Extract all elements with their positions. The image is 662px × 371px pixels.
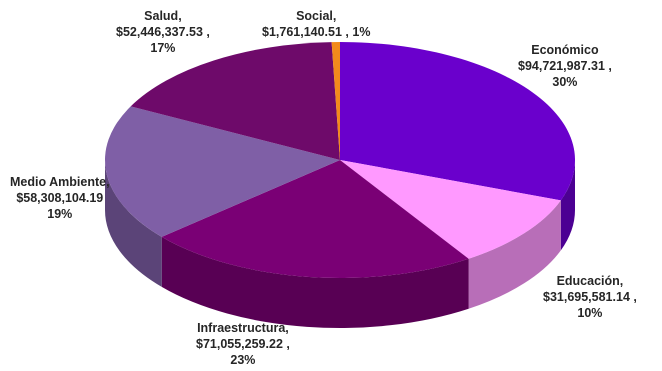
label-economico-percent: 30% [552, 75, 578, 89]
slice-economico [340, 41, 576, 201]
label-salud: Salud, $52,446,337.53 , 17% [116, 8, 210, 56]
pie-3d-sides [105, 160, 575, 328]
label-medio-ambiente-amount: $58,308,104.19 [16, 191, 104, 205]
slice-side-infraestructura [161, 236, 469, 328]
label-infraestructura-amount: $71,055,259.22 , [196, 337, 290, 351]
label-salud-percent: 17% [150, 41, 176, 55]
slice-side-economico [560, 160, 575, 251]
label-educacion-amount: $31,695,581.14 , [543, 290, 637, 304]
slice-educacion [340, 160, 561, 259]
label-educacion: Educación, $31,695,581.14 , 10% [543, 273, 637, 321]
slice-medio-ambiente [104, 106, 341, 237]
label-economico: Económico $94,721,987.31 , 30% [518, 42, 612, 90]
slice-social [331, 42, 340, 160]
label-economico-name: Económico [531, 43, 599, 57]
label-social-name: Social, [296, 9, 337, 23]
slice-side-educacion [468, 200, 561, 309]
slice-side-medio-ambiente [105, 160, 162, 287]
label-medio-ambiente: Medio Ambiente, $58,308,104.19 19% [10, 174, 110, 222]
label-social-amount-percent: $1,761,140.51 , 1% [262, 25, 371, 39]
label-salud-amount: $52,446,337.53 , [116, 25, 210, 39]
label-salud-name: Salud, [144, 9, 182, 23]
pie-top-slices [104, 41, 576, 278]
slice-salud [130, 42, 340, 160]
label-infraestructura-percent: 23% [230, 353, 256, 367]
label-medio-ambiente-name: Medio Ambiente, [10, 175, 110, 189]
label-infraestructura: Infraestructura, $71,055,259.22 , 23% [196, 320, 290, 368]
label-educacion-name: Educación, [556, 274, 624, 288]
label-infraestructura-name: Infraestructura, [197, 321, 289, 335]
label-social: Social, $1,761,140.51 , 1% [262, 8, 370, 40]
label-medio-ambiente-percent: 19% [47, 207, 73, 221]
slice-infraestructura [161, 160, 469, 278]
label-educacion-percent: 10% [577, 306, 603, 320]
label-economico-amount: $94,721,987.31 , [518, 59, 612, 73]
